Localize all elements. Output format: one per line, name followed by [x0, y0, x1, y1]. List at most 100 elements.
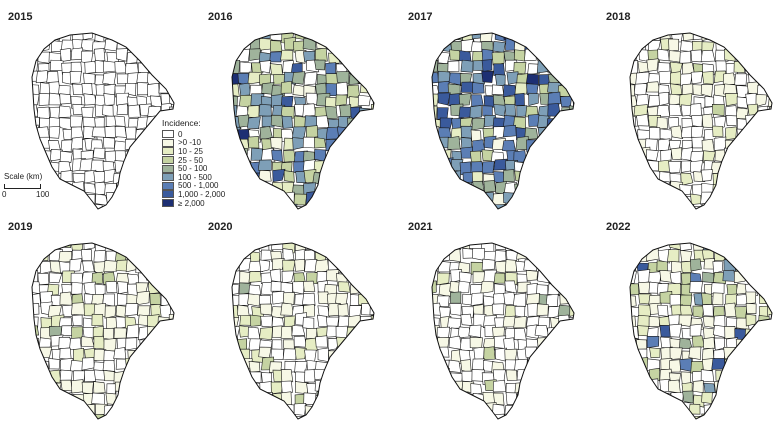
municipality	[349, 249, 362, 261]
municipality	[647, 392, 661, 407]
municipality	[127, 402, 141, 414]
municipality	[251, 182, 265, 196]
municipality	[493, 272, 506, 284]
municipality	[769, 248, 772, 262]
municipality	[525, 195, 540, 209]
municipality	[757, 335, 771, 349]
scale-max-label: 100	[36, 190, 50, 199]
municipality	[93, 171, 107, 184]
municipality	[559, 392, 574, 406]
municipality	[232, 201, 239, 209]
municipality	[138, 192, 152, 204]
municipality	[71, 379, 85, 394]
municipality	[314, 59, 326, 71]
municipality	[711, 103, 725, 117]
municipality	[536, 162, 550, 176]
municipality	[369, 60, 374, 73]
municipality	[512, 292, 527, 307]
legend-item: 500 - 1,000	[162, 181, 225, 190]
municipality	[514, 82, 528, 95]
municipality	[635, 415, 649, 419]
municipality	[48, 92, 62, 106]
municipality	[103, 338, 117, 352]
municipality	[69, 70, 82, 84]
municipality	[337, 391, 350, 404]
municipality	[756, 370, 770, 382]
municipality	[737, 161, 751, 175]
municipality	[528, 92, 539, 106]
municipality	[335, 360, 350, 372]
legend-item: >0 -10	[162, 138, 225, 147]
municipality	[62, 416, 74, 419]
municipality	[757, 181, 771, 193]
municipality	[630, 149, 638, 163]
municipality	[432, 171, 441, 184]
municipality	[534, 325, 550, 338]
municipality	[744, 183, 758, 197]
municipality	[568, 61, 574, 75]
municipality	[437, 33, 452, 40]
municipality	[506, 71, 519, 85]
municipality	[302, 103, 317, 118]
municipality	[767, 268, 772, 282]
municipality	[692, 380, 704, 394]
municipality	[295, 171, 308, 184]
municipality	[630, 33, 639, 40]
municipality	[358, 249, 371, 263]
municipality	[127, 416, 139, 419]
municipality	[270, 114, 283, 128]
municipality	[700, 49, 716, 63]
municipality	[570, 192, 574, 206]
municipality	[106, 413, 119, 419]
municipality	[360, 335, 374, 349]
municipality	[302, 316, 315, 330]
municipality	[71, 281, 83, 295]
year-label: 2018	[606, 11, 631, 23]
municipality	[313, 414, 327, 419]
municipality	[630, 40, 636, 54]
municipality	[679, 243, 692, 251]
municipality	[689, 281, 703, 294]
municipality	[115, 390, 129, 403]
municipality	[146, 402, 161, 416]
municipality	[714, 337, 726, 351]
municipality	[702, 316, 715, 328]
municipality	[102, 71, 117, 86]
municipality	[271, 290, 285, 305]
municipality	[648, 184, 660, 197]
municipality	[102, 136, 115, 149]
municipality	[168, 349, 174, 363]
municipality	[237, 403, 250, 417]
municipality	[681, 83, 694, 97]
municipality	[636, 193, 650, 206]
municipality	[737, 183, 750, 195]
municipality	[568, 316, 574, 328]
municipality	[525, 73, 539, 86]
municipality	[336, 404, 350, 416]
municipality	[291, 71, 306, 85]
municipality	[39, 243, 51, 252]
municipality	[451, 380, 464, 394]
municipality	[125, 324, 140, 339]
municipality	[302, 292, 316, 306]
municipality	[39, 202, 52, 209]
municipality	[516, 368, 531, 381]
municipality	[325, 105, 338, 119]
municipality	[646, 58, 659, 72]
municipality	[724, 126, 737, 141]
municipality	[232, 149, 239, 162]
municipality	[655, 181, 670, 193]
municipality	[137, 171, 149, 185]
municipality	[170, 326, 174, 339]
municipality	[49, 59, 64, 71]
municipality	[447, 359, 462, 373]
municipality	[537, 126, 550, 140]
municipality	[70, 47, 84, 61]
municipality	[117, 281, 128, 295]
legend-item: 25 - 50	[162, 156, 225, 165]
municipality	[657, 304, 669, 317]
municipality	[690, 160, 704, 174]
municipality	[283, 191, 295, 206]
municipality	[305, 125, 319, 140]
municipality	[305, 92, 319, 106]
